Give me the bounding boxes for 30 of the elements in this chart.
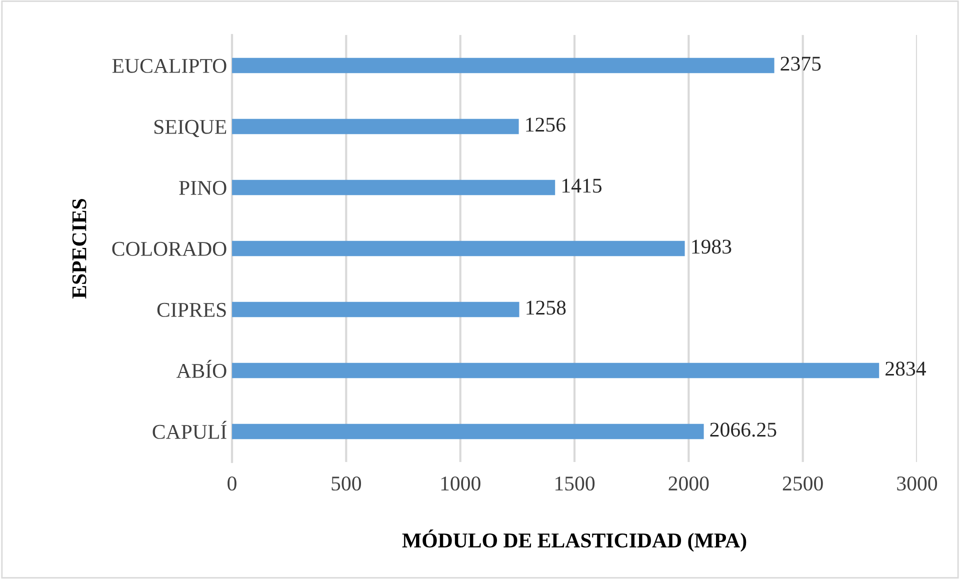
data-label: 2066.25 [710,422,776,437]
y-tick-label: CIPRES [157,302,226,317]
x-tick-label: 1500 [556,476,595,491]
y-tick-label: COLORADO [112,242,226,256]
x-tick-label: 0 [228,476,236,491]
y-tick-label: PINO [179,180,226,195]
x-tick-label: 500 [332,476,361,491]
y-tick-label: ABÍO [176,360,226,378]
bar [232,424,704,440]
data-label: 2834 [886,362,926,376]
bar [232,180,556,196]
x-tick-label: 2000 [668,476,709,491]
x-tick-label: 3000 [897,476,938,491]
bar [232,58,774,74]
x-tick-label: 1000 [441,476,480,491]
bar [232,362,880,378]
data-label: 1258 [526,300,566,315]
data-label: 1983 [692,240,732,254]
y-axis-title: ESPECIES [72,199,86,299]
y-tick-label: EUCALIPTO [112,58,226,73]
y-tick-label: CAPULÍ [152,420,226,439]
bar [232,240,685,256]
y-tick-label: SEIQUE [154,120,226,138]
bar [232,302,520,318]
data-label: 1415 [562,178,602,193]
data-label: 1256 [526,118,566,132]
bar [232,118,519,134]
x-tick-label: 2500 [782,476,823,491]
x-axis-title: MÓDULO DE ELASTICIDAD (MPA) [402,530,746,552]
data-label: 2375 [780,56,821,71]
